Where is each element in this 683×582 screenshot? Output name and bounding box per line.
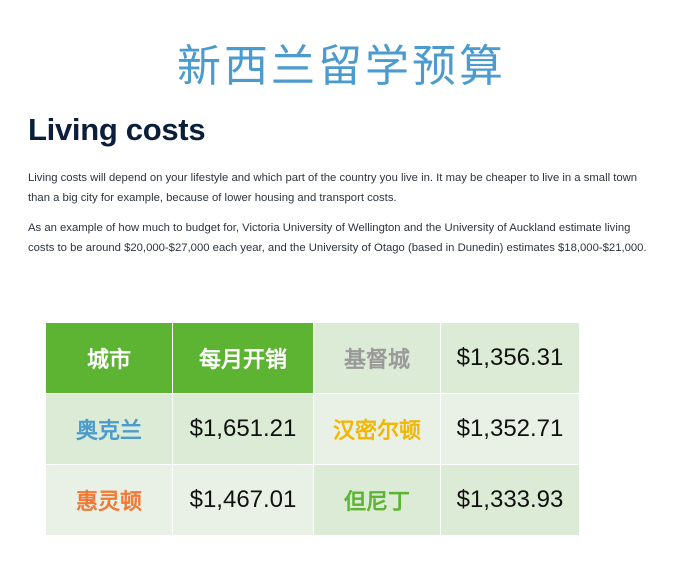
amount-hamilton: $1,352.71 (440, 393, 580, 465)
article-paragraph-2: As an example of how much to budget for,… (28, 222, 647, 254)
amount-auckland: $1,651.21 (172, 393, 314, 465)
amount-christchurch: $1,356.31 (440, 322, 580, 394)
banner-title: 新西兰留学预算 (177, 41, 506, 92)
header-city: 城市 (45, 322, 173, 394)
article: Living costs Living costs will depend on… (28, 112, 658, 268)
table-row: 惠灵顿 $1,467.01 但尼丁 $1,333.93 (45, 464, 580, 536)
city-hamilton: 汉密尔顿 (313, 393, 441, 465)
city-auckland: 奥克兰 (45, 393, 173, 465)
city-dunedin: 但尼丁 (313, 464, 441, 536)
table-row: 奥克兰 $1,651.21 汉密尔顿 $1,352.71 (45, 393, 580, 465)
header-monthly-cost: 每月开销 (172, 322, 314, 394)
amount-wellington: $1,467.01 (172, 464, 314, 536)
amount-dunedin: $1,333.93 (440, 464, 580, 536)
city-christchurch: 基督城 (313, 322, 441, 394)
article-paragraph-1: Living costs will depend on your lifesty… (28, 172, 638, 204)
cost-table: 城市 每月开销 基督城 $1,356.31 奥克兰 $1,651.21 汉密尔顿… (45, 322, 580, 536)
table-row: 城市 每月开销 基督城 $1,356.31 (45, 322, 580, 394)
article-heading: Living costs (28, 112, 206, 147)
city-wellington: 惠灵顿 (45, 464, 173, 536)
